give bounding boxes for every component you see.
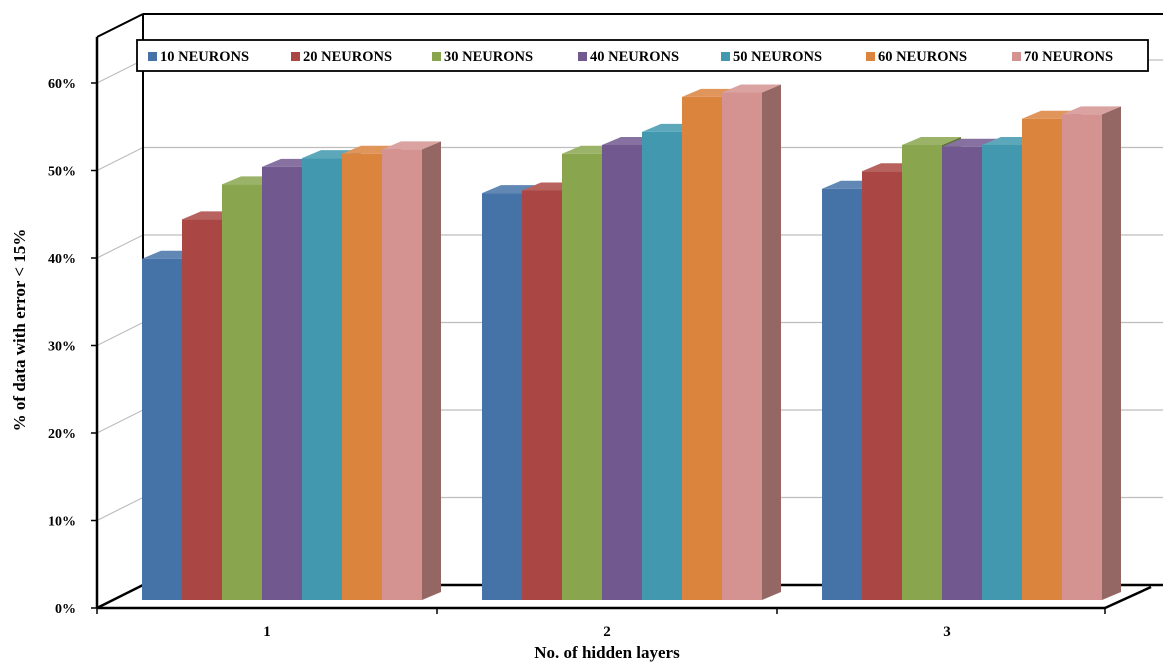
bar-front bbox=[982, 145, 1022, 600]
bar bbox=[722, 84, 781, 600]
bar-front bbox=[682, 96, 722, 600]
bar-front bbox=[722, 92, 762, 600]
bar-front bbox=[342, 153, 382, 600]
bar bbox=[382, 141, 441, 600]
bar-front bbox=[602, 145, 642, 600]
bar-front bbox=[822, 188, 862, 600]
bar-side bbox=[1102, 106, 1121, 600]
x-tick-label: 1 bbox=[263, 624, 271, 640]
y-tick-label: 60% bbox=[48, 77, 76, 92]
legend-item: 70 NEURONS bbox=[1012, 49, 1113, 65]
bar-top bbox=[382, 141, 441, 150]
bar-top bbox=[1062, 106, 1121, 115]
legend-label: 30 NEURONS bbox=[444, 49, 533, 65]
legend-item: 60 NEURONS bbox=[866, 49, 967, 65]
y-axis-title: % of data with error < 15% bbox=[10, 229, 29, 432]
gridline-side bbox=[96, 409, 144, 434]
bar-front bbox=[222, 184, 262, 600]
bar-front bbox=[862, 171, 902, 600]
x-tick-label: 3 bbox=[943, 624, 951, 640]
bar-front bbox=[482, 193, 522, 600]
legend-label: 10 NEURONS bbox=[160, 49, 249, 65]
bar-side bbox=[762, 84, 781, 600]
bar-side bbox=[422, 141, 441, 600]
legend-item: 10 NEURONS bbox=[148, 49, 249, 65]
bar bbox=[1062, 106, 1121, 600]
x-tick-label: 2 bbox=[603, 624, 611, 640]
bar-front bbox=[942, 146, 982, 600]
gridline-side bbox=[96, 321, 144, 347]
bar-top bbox=[902, 137, 961, 145]
legend-box bbox=[136, 39, 1149, 72]
floor-right-edge bbox=[1104, 585, 1152, 610]
y-tick-label: 10% bbox=[48, 515, 76, 530]
bar-front bbox=[182, 219, 222, 600]
floor-left-edge bbox=[96, 583, 144, 610]
legend-label: 50 NEURONS bbox=[733, 49, 822, 65]
bars bbox=[142, 84, 1121, 600]
legend-item: 50 NEURONS bbox=[721, 49, 822, 65]
legend: 10 NEURONS 20 NEURONS 30 NEURONS 40 NEURONS… bbox=[136, 39, 1149, 72]
legend-swatch bbox=[291, 52, 300, 61]
legend-item: 20 NEURONS bbox=[291, 49, 392, 65]
gridline-side bbox=[96, 234, 144, 259]
legend-item: 40 NEURONS bbox=[578, 49, 679, 65]
y-tick-label: 40% bbox=[48, 252, 76, 267]
bar-front bbox=[1022, 118, 1062, 600]
legend-swatch bbox=[721, 52, 730, 61]
legend-swatch bbox=[148, 52, 157, 61]
gridline-side bbox=[96, 496, 144, 522]
bar-front bbox=[562, 153, 602, 600]
legend-swatch bbox=[578, 52, 587, 61]
bar-front bbox=[902, 145, 942, 600]
bar-front bbox=[302, 158, 342, 600]
bar-front bbox=[262, 166, 302, 600]
legend-swatch bbox=[866, 52, 875, 61]
y-tick-label: 30% bbox=[48, 340, 76, 355]
bar-front bbox=[1062, 114, 1102, 600]
x-axis-title: No. of hidden layers bbox=[534, 643, 680, 662]
legend-label: 60 NEURONS bbox=[878, 49, 967, 65]
axis-labels: 0% 10% 20% 30% 40% 50% 60% 1 2 3 bbox=[48, 77, 951, 640]
bar-front bbox=[142, 258, 182, 600]
bar-front bbox=[642, 131, 682, 600]
legend-swatch bbox=[432, 52, 441, 61]
legend-swatch bbox=[1012, 52, 1021, 61]
y-tick-label: 0% bbox=[55, 602, 76, 617]
legend-label: 20 NEURONS bbox=[303, 49, 392, 65]
y-tick-label: 50% bbox=[48, 165, 76, 180]
legend-label: 40 NEURONS bbox=[590, 49, 679, 65]
bar-front bbox=[522, 190, 562, 600]
legend-item: 30 NEURONS bbox=[432, 49, 533, 65]
side-wall-top bbox=[96, 13, 144, 38]
y-tick-label: 20% bbox=[48, 427, 76, 442]
gridline-side bbox=[96, 146, 144, 172]
gridline-side bbox=[96, 59, 144, 84]
legend-label: 70 NEURONS bbox=[1024, 49, 1113, 65]
bar-top bbox=[722, 84, 781, 93]
bar-front bbox=[382, 149, 422, 600]
